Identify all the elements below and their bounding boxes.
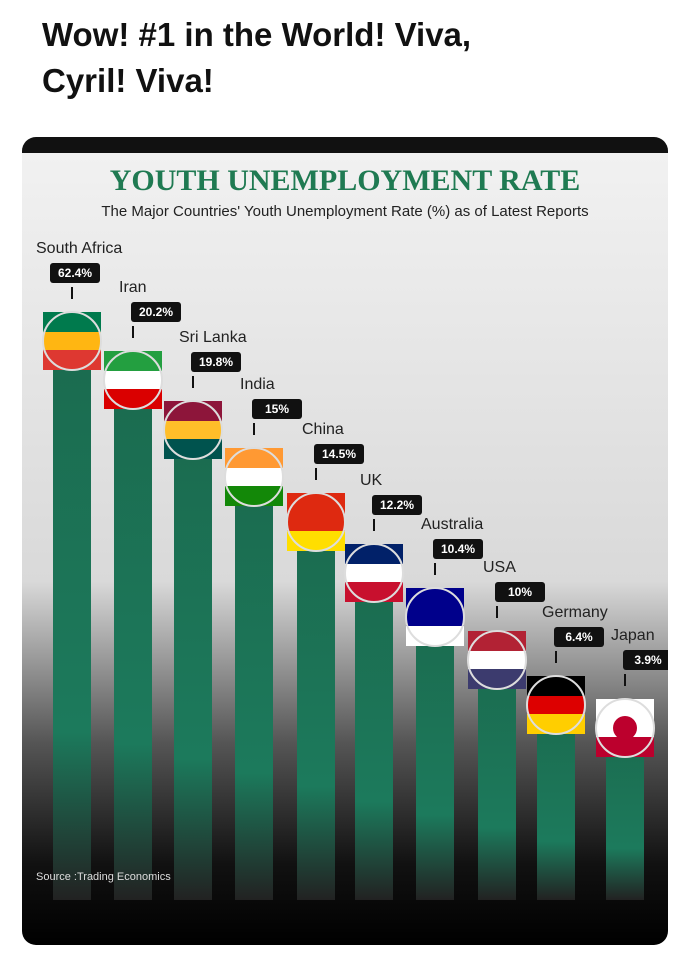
- source: Source :Trading Economics: [36, 871, 171, 883]
- country: UK: [360, 472, 383, 489]
- flag-bottom: [406, 626, 464, 646]
- flag-ring: [224, 447, 284, 507]
- country: India: [240, 376, 275, 393]
- flag-top: [164, 401, 222, 421]
- bar: [53, 341, 91, 900]
- country: China: [302, 421, 344, 438]
- flag-mid: [468, 651, 526, 669]
- rate-box: [191, 352, 241, 372]
- bar: [416, 617, 454, 900]
- rate: 3.9%: [634, 653, 662, 667]
- country: Australia: [421, 516, 483, 533]
- title: YOUTH UNEMPLOYMENT RATE: [110, 164, 581, 197]
- rate: 62.4%: [58, 266, 92, 280]
- flag-ring: [103, 350, 163, 410]
- flag-top: [596, 699, 654, 719]
- post-line: Cyril! Viva!: [42, 62, 214, 99]
- flag-top: [287, 493, 345, 513]
- flag-mid: [406, 608, 464, 626]
- country: Japan: [611, 627, 655, 644]
- flag-ring: [467, 630, 527, 690]
- flag-ring: [595, 698, 655, 758]
- flag-mid: [164, 421, 222, 439]
- bar: [478, 660, 516, 900]
- flag-bottom: [345, 582, 403, 602]
- flag-top: [104, 351, 162, 371]
- rate: 6.4%: [565, 630, 593, 644]
- flag-top: [527, 676, 585, 696]
- top-strip: [22, 137, 668, 153]
- rate: 19.8%: [199, 355, 233, 369]
- rate-box: [623, 650, 668, 670]
- flag-top: [345, 544, 403, 564]
- rate: 14.5%: [322, 447, 356, 461]
- flag-top: [225, 448, 283, 468]
- rate-box: [50, 263, 100, 283]
- rate: 10%: [508, 585, 532, 599]
- flag-mid: [345, 564, 403, 582]
- flag-bottom: [164, 439, 222, 459]
- rate-box: [495, 582, 545, 602]
- rate-box: [372, 495, 422, 515]
- flag-mid: [104, 371, 162, 389]
- flag-mid: [527, 696, 585, 714]
- rate-box: [314, 444, 364, 464]
- flag-bottom: [468, 669, 526, 689]
- rate: 20.2%: [139, 305, 173, 319]
- country: South Africa: [36, 240, 122, 257]
- post-text: Wow! #1 in the World! Viva, Cyril! Viva!: [42, 12, 471, 104]
- flag-ring: [163, 400, 223, 460]
- flag-bottom: [104, 389, 162, 409]
- bar: [297, 522, 335, 900]
- flag-disc: [613, 716, 637, 740]
- bar: [114, 380, 152, 900]
- flag-bottom: [287, 531, 345, 551]
- post-line: Wow! #1 in the World! Viva,: [42, 16, 472, 53]
- flag-bottom: [527, 714, 585, 734]
- bar: [174, 430, 212, 900]
- flag-bottom: [225, 486, 283, 506]
- rate: 15%: [265, 402, 289, 416]
- bar: [537, 705, 575, 900]
- flag-top: [43, 312, 101, 332]
- rate-box: [433, 539, 483, 559]
- flag-bottom: [596, 737, 654, 757]
- flag-mid: [43, 332, 101, 350]
- country: Germany: [542, 604, 608, 621]
- flag-top: [468, 631, 526, 651]
- country: USA: [483, 559, 516, 576]
- flag-mid: [225, 468, 283, 486]
- flag-ring: [42, 311, 102, 371]
- subtitle: The Major Countries' Youth Unemployment …: [101, 203, 588, 220]
- rate: 10.4%: [441, 542, 475, 556]
- flag-mid: [287, 513, 345, 531]
- bar: [355, 573, 393, 900]
- rate-box: [252, 399, 302, 419]
- bar: [235, 477, 273, 900]
- flag-top: [406, 588, 464, 608]
- flag-ring: [286, 492, 346, 552]
- country: Iran: [119, 279, 147, 296]
- flag-ring: [344, 543, 404, 603]
- rate: 12.2%: [380, 498, 414, 512]
- rate-box: [131, 302, 181, 322]
- flag-ring: [405, 587, 465, 647]
- rate-box: [554, 627, 604, 647]
- flag-bottom: [43, 350, 101, 370]
- country: Sri Lanka: [179, 329, 247, 346]
- flag-ring: [526, 675, 586, 735]
